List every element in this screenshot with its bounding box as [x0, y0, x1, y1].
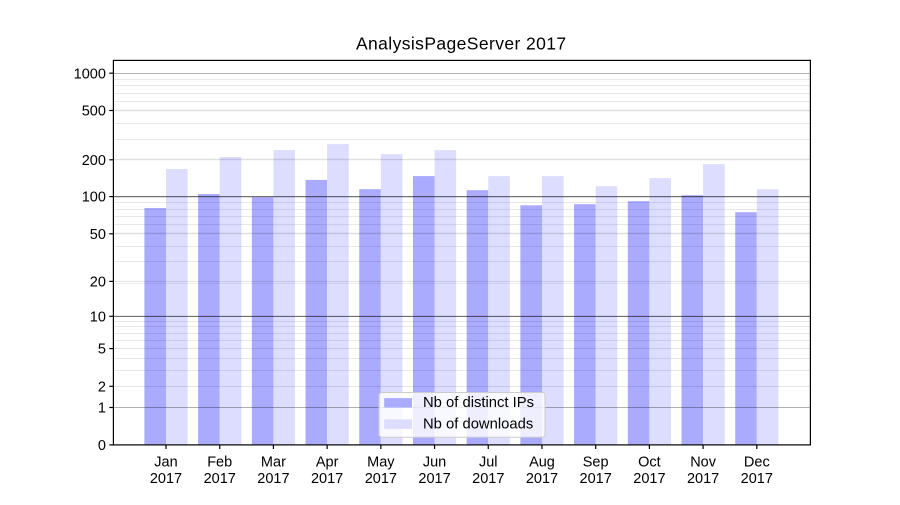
svg-text:2017: 2017: [257, 471, 289, 487]
svg-text:2017: 2017: [741, 471, 773, 487]
svg-text:Mar: Mar: [261, 455, 286, 471]
svg-text:2017: 2017: [633, 471, 665, 487]
svg-text:1: 1: [98, 401, 106, 417]
svg-text:Jun: Jun: [423, 455, 446, 471]
svg-text:May: May: [367, 455, 395, 471]
svg-text:2017: 2017: [687, 471, 719, 487]
svg-text:2017: 2017: [150, 471, 182, 487]
svg-text:1000: 1000: [74, 66, 106, 82]
svg-text:Jan: Jan: [154, 455, 177, 471]
svg-text:Nov: Nov: [690, 455, 717, 471]
svg-text:Aug: Aug: [529, 455, 555, 471]
svg-text:500: 500: [82, 104, 106, 120]
svg-text:5: 5: [98, 342, 106, 358]
svg-text:0: 0: [98, 438, 106, 454]
svg-text:Nb of downloads: Nb of downloads: [423, 416, 533, 432]
svg-text:Jul: Jul: [479, 455, 498, 471]
svg-text:20: 20: [90, 275, 106, 291]
svg-text:100: 100: [82, 190, 106, 206]
svg-text:2017: 2017: [580, 471, 612, 487]
svg-text:Feb: Feb: [207, 455, 232, 471]
svg-text:2017: 2017: [311, 471, 343, 487]
svg-text:Dec: Dec: [744, 455, 770, 471]
svg-text:2017: 2017: [472, 471, 504, 487]
svg-text:10: 10: [90, 309, 106, 325]
svg-text:Oct: Oct: [638, 455, 661, 471]
svg-text:AnalysisPageServer 2017: AnalysisPageServer 2017: [356, 34, 567, 54]
svg-text:Apr: Apr: [316, 455, 339, 471]
svg-text:50: 50: [90, 227, 106, 243]
svg-text:200: 200: [82, 153, 106, 169]
svg-text:2017: 2017: [204, 471, 236, 487]
svg-text:2017: 2017: [365, 471, 397, 487]
svg-text:Nb of distinct IPs: Nb of distinct IPs: [423, 395, 534, 411]
svg-text:2017: 2017: [418, 471, 450, 487]
svg-text:2: 2: [98, 379, 106, 395]
svg-text:Sep: Sep: [583, 455, 609, 471]
svg-text:2017: 2017: [526, 471, 558, 487]
